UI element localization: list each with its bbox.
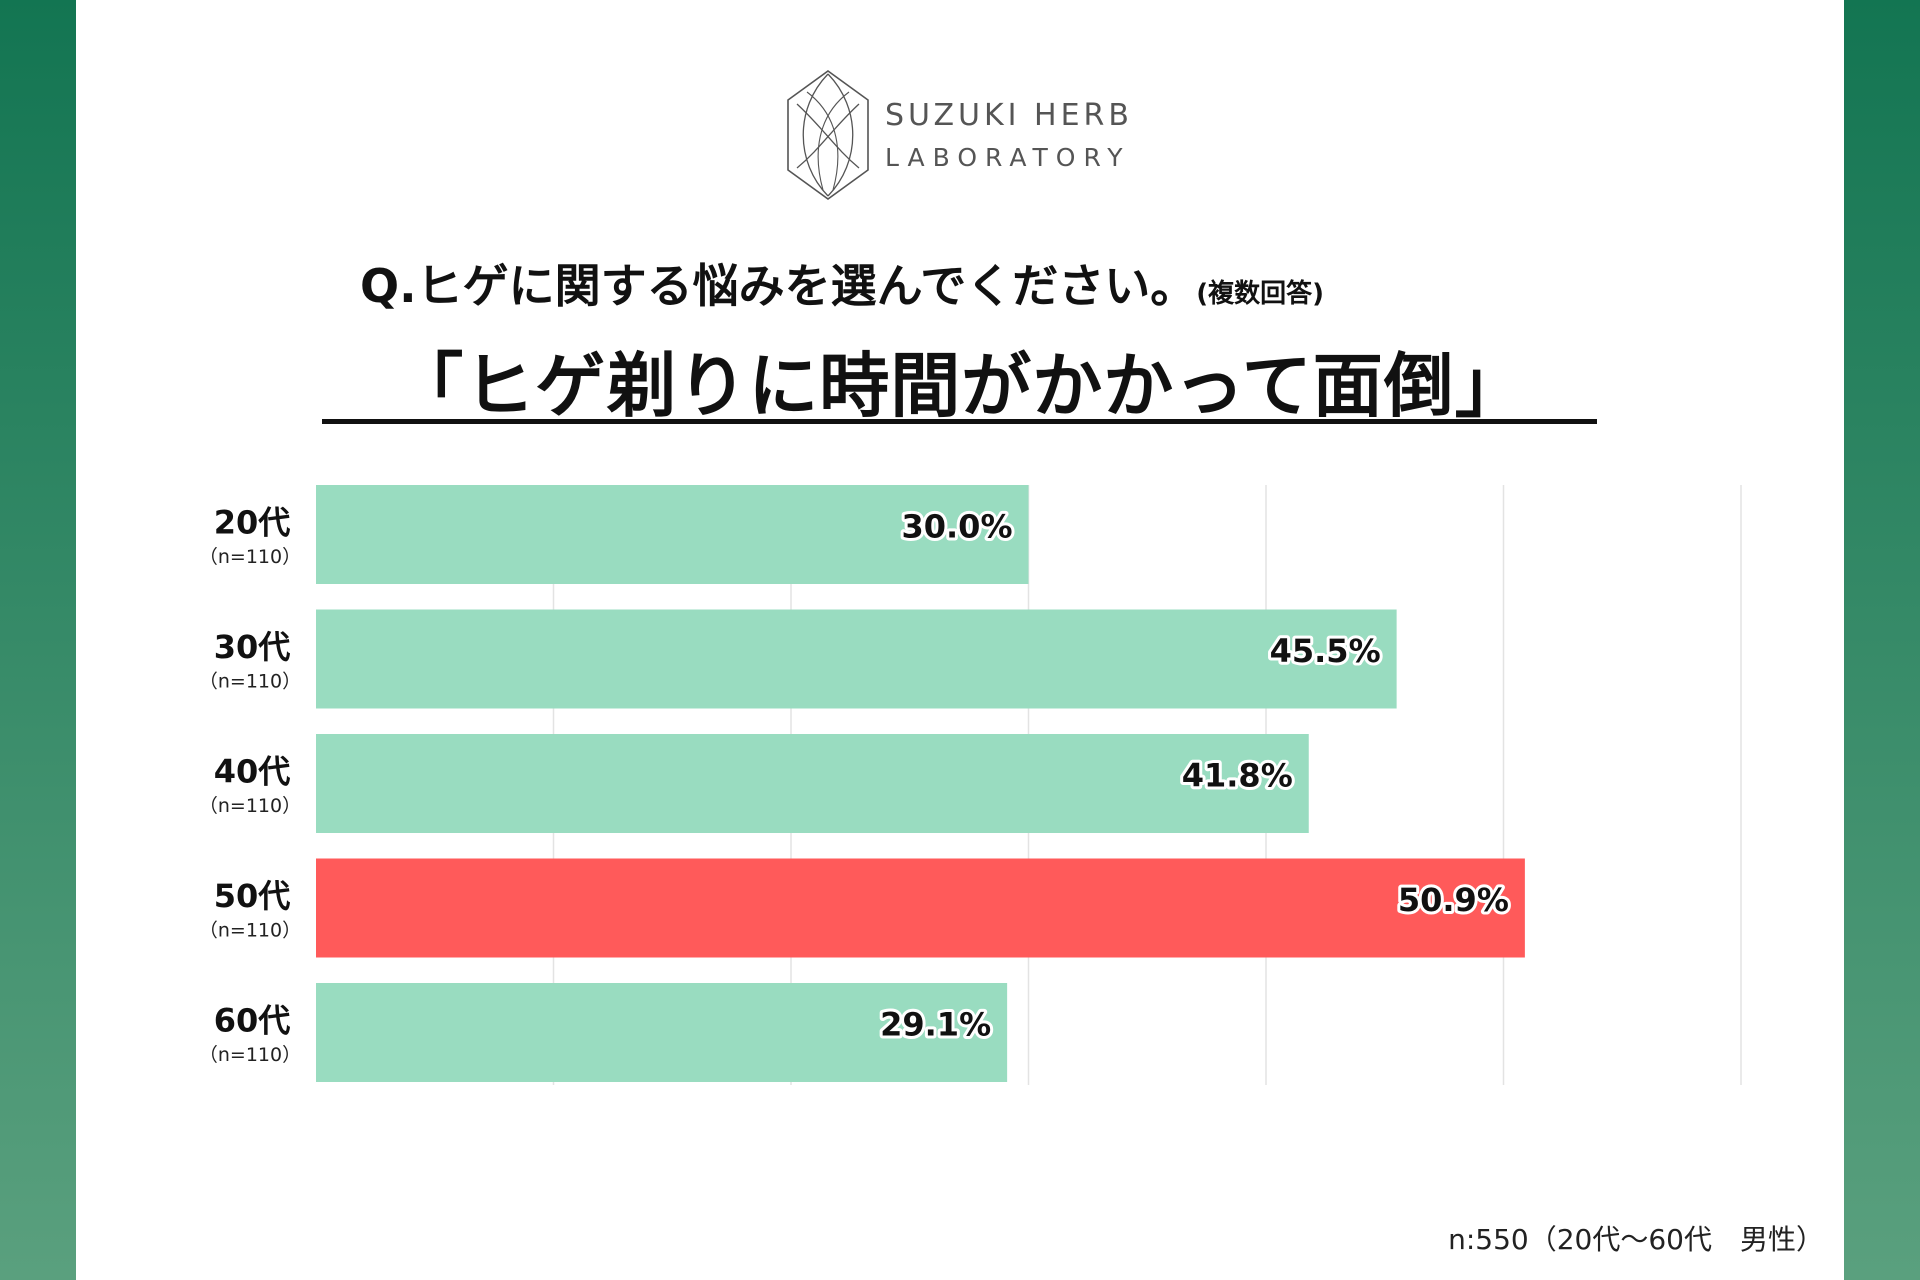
survey-question: Q.ヒゲに関する悩みを選んでください。(複数回答) [360,250,1660,316]
category-label: 60代 [214,1002,291,1040]
bar-value-label: 50.9% [1398,881,1509,919]
sample-size-note: n:550（20代〜60代 男性） [1448,1223,1824,1256]
bar-60代 [316,983,1008,1082]
question-text: Q.ヒゲに関する悩みを選んでください。 [360,259,1197,313]
category-sample-size: （n=110） [199,1044,301,1066]
bar-value-label: 45.5% [1270,632,1381,670]
category-sample-size: （n=110） [199,795,301,817]
brand-name-line2: LABORATORY [885,143,1131,172]
leaf-emblem-icon [787,70,869,200]
category-label: 40代 [214,753,291,791]
category-label: 30代 [214,628,291,666]
bar-30代 [316,609,1397,709]
bar-50代 [316,858,1525,958]
category-label: 20代 [214,504,291,542]
bar-value-label: 30.0% [901,508,1012,546]
bar-40代 [316,734,1309,833]
right-side-panel [1844,0,1920,1280]
bar-value-label: 29.1% [880,1006,991,1044]
category-sample-size: （n=110） [199,671,301,693]
headline-underline [322,419,1597,424]
left-side-panel [0,0,76,1280]
brand-logo: SUZUKI HERB LABORATORY [783,68,1153,202]
bar-value-label: 41.8% [1182,757,1293,795]
brand-name-line1: SUZUKI HERB [885,98,1133,133]
category-label: 50代 [214,877,291,915]
chart-headline: 「ヒゲ剃りに時間がかかって面倒」 [393,345,1526,427]
question-note: (複数回答) [1196,279,1325,309]
category-sample-size: （n=110） [199,546,301,568]
category-sample-size: （n=110） [199,920,301,942]
bar-20代 [316,485,1029,584]
bar-chart: 30.0% 20代 （n=110） 45.5% 30代 （n=110） 41.8% 40代 （n… [199,485,1742,1085]
